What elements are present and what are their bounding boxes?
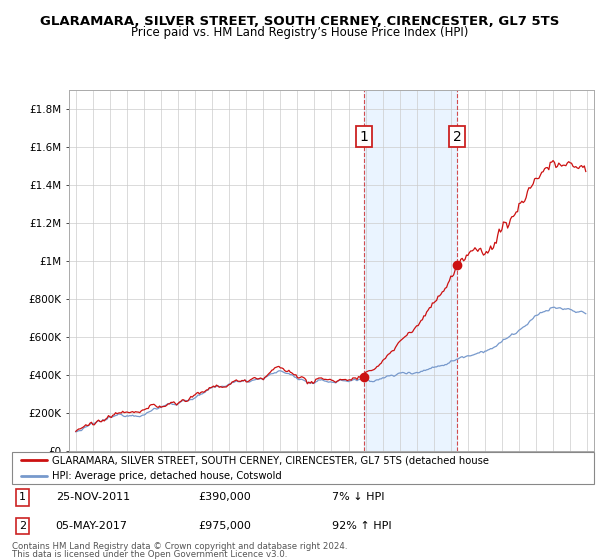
Text: 2: 2 <box>453 129 461 143</box>
Text: 2: 2 <box>19 521 26 531</box>
Bar <box>364 90 457 451</box>
Text: GLARAMARA, SILVER STREET, SOUTH CERNEY, CIRENCESTER, GL7 5TS: GLARAMARA, SILVER STREET, SOUTH CERNEY, … <box>40 15 560 27</box>
FancyBboxPatch shape <box>12 452 594 484</box>
Text: HPI: Average price, detached house, Cotswold: HPI: Average price, detached house, Cots… <box>52 472 281 481</box>
Text: Contains HM Land Registry data © Crown copyright and database right 2024.: Contains HM Land Registry data © Crown c… <box>12 542 347 550</box>
Text: 7% ↓ HPI: 7% ↓ HPI <box>332 492 385 502</box>
Text: 1: 1 <box>19 492 26 502</box>
Text: Price paid vs. HM Land Registry’s House Price Index (HPI): Price paid vs. HM Land Registry’s House … <box>131 26 469 39</box>
Text: 05-MAY-2017: 05-MAY-2017 <box>56 521 128 531</box>
Text: 25-NOV-2011: 25-NOV-2011 <box>56 492 130 502</box>
Text: This data is licensed under the Open Government Licence v3.0.: This data is licensed under the Open Gov… <box>12 550 287 559</box>
Text: GLARAMARA, SILVER STREET, SOUTH CERNEY, CIRENCESTER, GL7 5TS (detached house: GLARAMARA, SILVER STREET, SOUTH CERNEY, … <box>52 455 488 465</box>
Text: £390,000: £390,000 <box>198 492 251 502</box>
Text: £975,000: £975,000 <box>198 521 251 531</box>
Text: 92% ↑ HPI: 92% ↑ HPI <box>332 521 392 531</box>
Text: 1: 1 <box>359 129 368 143</box>
